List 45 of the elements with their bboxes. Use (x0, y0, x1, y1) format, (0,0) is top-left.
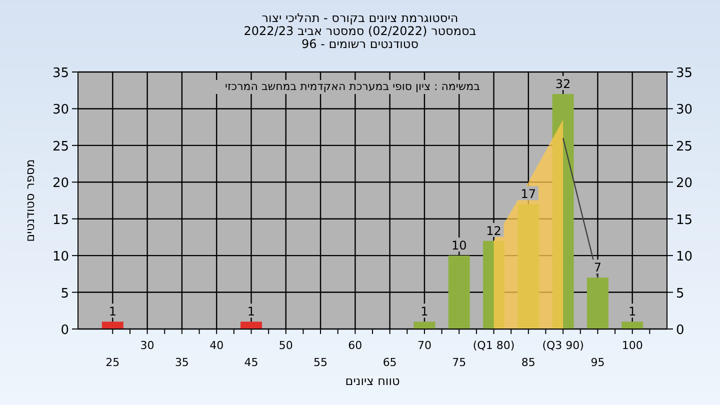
x-tick-label: (Q1 80) (472, 339, 515, 352)
data-label: 1 (108, 304, 116, 319)
x-tick-label: 100 (622, 339, 643, 352)
y-tick-label: 35 (52, 66, 69, 81)
y2-tick-label: 30 (676, 102, 693, 118)
y-tick-label: 0 (60, 323, 69, 338)
x-tick-label: 25 (106, 356, 120, 369)
x-tick-label: (Q3 90) (542, 339, 584, 352)
y2-tick-label: 25 (676, 139, 693, 154)
x-tick-label: 95 (590, 356, 605, 369)
x-axis-title: טווח ציונים (345, 374, 400, 388)
y-tick-label: 25 (52, 139, 69, 154)
y2-tick-label: 5 (676, 286, 684, 302)
y-tick-label: 20 (52, 176, 69, 192)
x-tick-label: 35 (174, 356, 189, 369)
data-label: 7 (594, 260, 602, 275)
y-tick-label: 10 (52, 250, 69, 265)
data-label: 1 (247, 304, 256, 319)
x-tick-label: 40 (210, 339, 224, 352)
x-tick-label: 65 (382, 356, 397, 369)
data-label: 17 (520, 187, 536, 202)
annotation: במשימה : ציון סופי במערכת האקדמית במחשב המרכזי (225, 80, 480, 93)
y-tick-label: 30 (52, 102, 69, 118)
y2-tick-label: 35 (676, 66, 693, 81)
y2-tick-label: 20 (676, 176, 693, 192)
x-tick-label: 55 (314, 356, 328, 369)
x-tick-label: 60 (348, 339, 362, 352)
x-tick-label: 70 (417, 339, 432, 352)
data-label: 32 (555, 77, 571, 92)
chart-title: היסטוגרמת ציונים בקורס - תהליכי יצור בסמסטר (02/2022) סמסטר אביב 2022/23 סטודנטים רשומים - 96 (244, 11, 476, 51)
y-tick-label: 15 (52, 212, 69, 228)
data-label: 10 (451, 238, 467, 253)
data-label: 12 (486, 224, 502, 238)
y2-tick-label: 10 (676, 250, 693, 265)
x-tick-label: 45 (244, 356, 258, 369)
data-label: 1 (628, 304, 636, 319)
y2-tick-label: 15 (676, 212, 693, 228)
y-tick-label: 5 (60, 286, 69, 302)
y2-tick-label: 0 (676, 323, 684, 338)
x-tick-label: 50 (278, 339, 293, 352)
y-axis-title: מספר סטודנטים (23, 159, 37, 242)
data-label: 1 (420, 304, 428, 319)
x-tick-label: 75 (452, 356, 466, 369)
x-tick-label: 30 (140, 339, 154, 352)
x-tick-label: 85 (521, 356, 536, 369)
